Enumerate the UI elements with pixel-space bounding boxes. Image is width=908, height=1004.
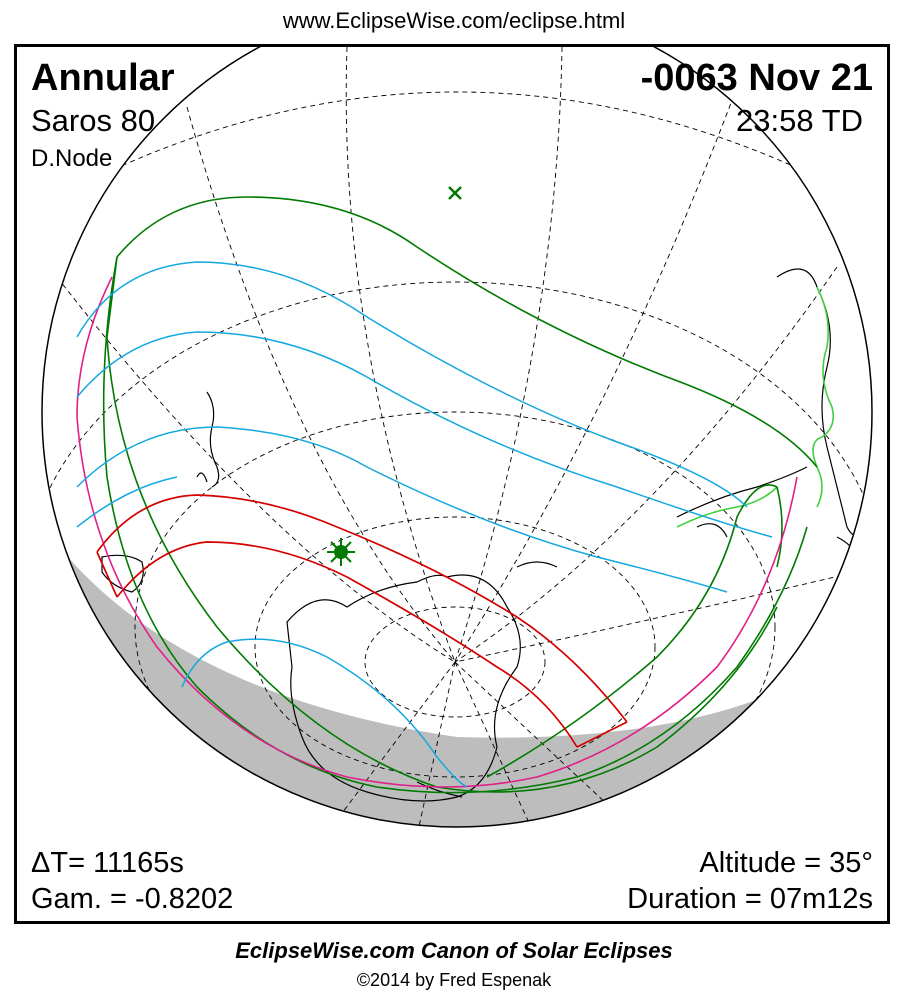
rise-set-limit (76, 276, 798, 788)
globe-map (41, 47, 873, 828)
coastlines (42, 268, 868, 802)
coast-highlight (676, 286, 835, 528)
copyright-credit: ©2014 by Fred Espenak (356, 970, 552, 990)
eclipse-time: 23:58 TD (736, 103, 863, 138)
delta-t: ΔT= 11165s (31, 847, 184, 879)
greatest-eclipse-marker (327, 538, 355, 566)
globe-outline (41, 47, 873, 828)
central-path (96, 494, 628, 748)
obscuration-contours (76, 261, 773, 788)
penumbral-limits (102, 196, 818, 794)
eclipse-map-panel: Annular Saros 80 D.Node -0063 Nov 21 23:… (14, 44, 890, 924)
gamma: Gam. = -0.8202 (31, 883, 234, 915)
eclipse-type: Annular (31, 57, 175, 99)
graticule (42, 47, 872, 827)
node-label: D.Node (31, 145, 113, 172)
eclipse-date: -0063 Nov 21 (640, 57, 873, 99)
central-duration: Duration = 07m12s (627, 883, 873, 915)
site-url: www.EclipseWise.com/eclipse.html (282, 8, 626, 33)
canon-title: EclipseWise.com Canon of Solar Eclipses (235, 938, 673, 963)
sun-altitude: Altitude = 35° (699, 847, 873, 879)
subsolar-point-marker (448, 186, 462, 200)
saros-number: Saros 80 (31, 103, 156, 138)
